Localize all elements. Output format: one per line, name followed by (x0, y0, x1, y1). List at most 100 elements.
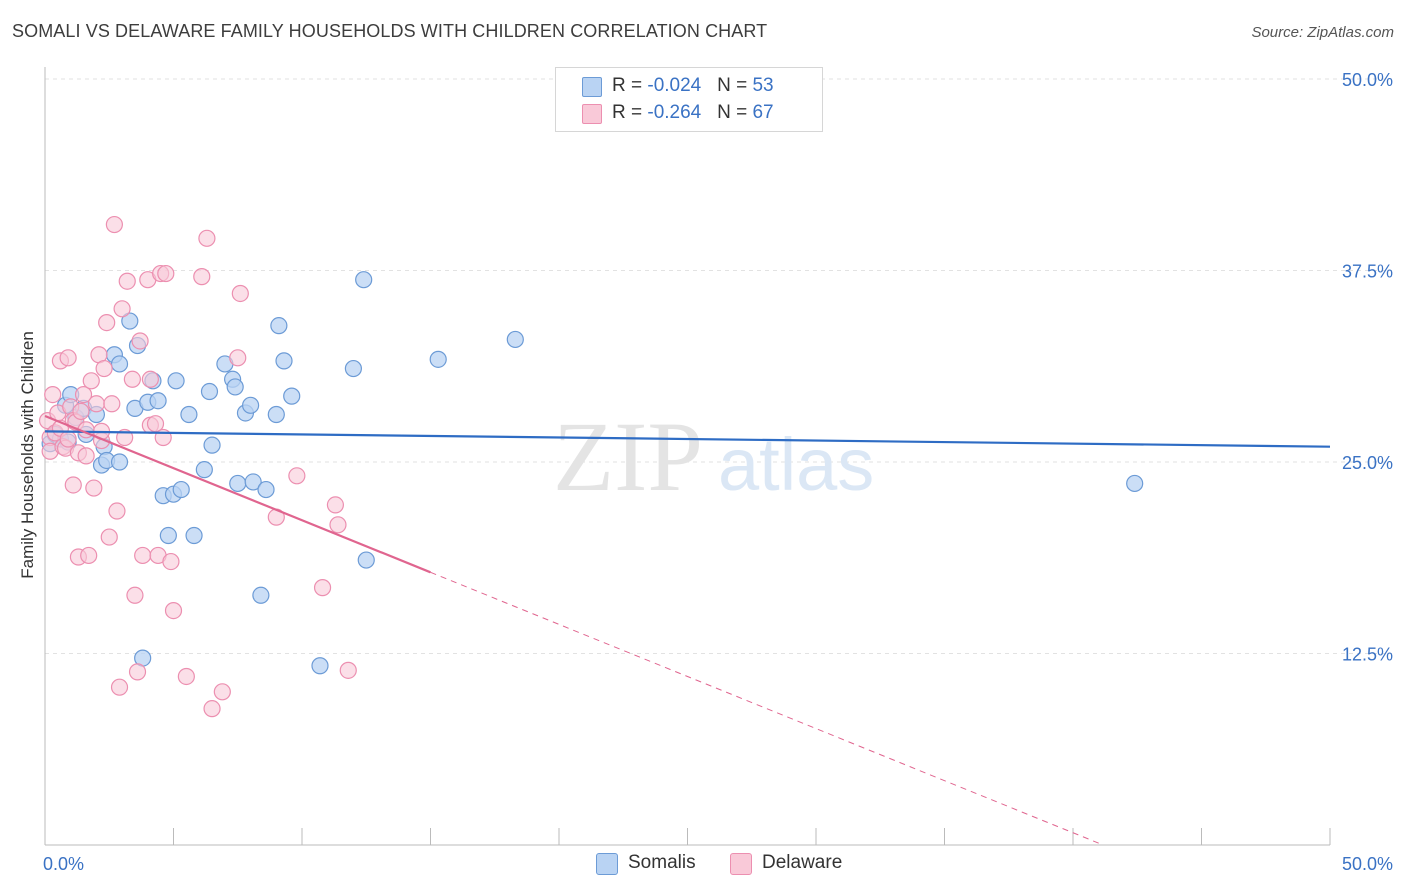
delaware-point (59, 349, 77, 367)
delaware-legend-label: Delaware (762, 852, 843, 873)
watermark-atlas: atlas (718, 423, 874, 506)
delaware-point (213, 683, 231, 701)
somalis-point (252, 586, 270, 604)
somalis-legend-swatch (596, 853, 618, 875)
r-label: R = (612, 75, 648, 96)
delaware-point (134, 546, 152, 565)
somalis-point (267, 405, 285, 424)
delaware-point (113, 300, 131, 318)
chart-title: SOMALI VS DELAWARE FAMILY HOUSEHOLDS WIT… (12, 21, 768, 41)
delaware-point (203, 700, 221, 718)
delaware-point (87, 395, 106, 413)
somalis-point (226, 378, 244, 396)
somalis-point (195, 461, 213, 479)
delaware-legend-swatch (730, 853, 752, 875)
somalis-point (357, 551, 375, 569)
somalis-point (110, 355, 129, 373)
x-tick-label-min: 0.0% (43, 854, 84, 874)
legend-text-delaware: R = -0.264 N = 67 (612, 102, 774, 124)
n-value-somalis: 53 (752, 75, 774, 96)
somalis-point (121, 312, 139, 330)
n-value-delaware: 67 (752, 102, 774, 123)
somalis-point (506, 330, 524, 349)
delaware-point (313, 579, 332, 597)
delaware-point (131, 332, 149, 350)
delaware-point (105, 215, 123, 234)
delaware-point (198, 229, 216, 247)
tick-labels: 12.5% 25.0% 37.5% 50.0% 0.0% 50.0% (43, 70, 1393, 874)
delaware-point (177, 667, 195, 686)
somalis-point (203, 436, 221, 454)
y-axis-label: Family Households with Children (18, 331, 37, 579)
delaware-point (64, 476, 82, 494)
delaware-point (85, 479, 103, 497)
somalis-point (429, 350, 447, 368)
delaware-trend-extension (430, 571, 1104, 846)
delaware-point (126, 586, 144, 604)
somalis-point (1126, 474, 1144, 493)
delaware-point (72, 402, 90, 421)
n-label: N = (717, 75, 753, 96)
delaware-point (44, 385, 62, 404)
somalis-point (355, 271, 373, 289)
somalis-trend-line (44, 430, 1331, 448)
somalis-point (159, 526, 177, 545)
r-value-delaware: -0.264 (647, 102, 702, 123)
delaware-point (329, 516, 347, 534)
delaware-point (193, 268, 211, 286)
delaware-point (141, 370, 159, 388)
y-tick-label: 50.0% (1342, 70, 1393, 90)
delaware-point (288, 467, 306, 485)
delaware-point (103, 395, 121, 413)
somalis-point (344, 359, 362, 378)
delaware-point (100, 528, 118, 546)
delaware-point (110, 678, 129, 696)
delaware-point (229, 349, 247, 367)
delaware-point (162, 552, 180, 571)
delaware-point (80, 546, 98, 565)
stats-legend: R = -0.024 N = 53 R = -0.264 N = 67 (555, 67, 823, 132)
somalis-point (149, 392, 167, 410)
somalis-point (242, 396, 260, 414)
delaware-point (339, 661, 357, 679)
somalis-point (185, 526, 203, 545)
delaware-points (38, 215, 357, 718)
r-label: R = (612, 102, 648, 123)
delaware-point (157, 264, 175, 283)
somalis-point (311, 657, 329, 675)
y-tick-label: 12.5% (1342, 645, 1393, 665)
delaware-point (82, 372, 100, 390)
delaware-point (74, 385, 93, 404)
delaware-point (98, 313, 116, 332)
y-tick-label: 25.0% (1342, 453, 1393, 473)
somalis-point (229, 474, 247, 493)
somalis-point (244, 473, 262, 491)
y-tick-label: 37.5% (1342, 262, 1393, 282)
somalis-point (270, 317, 288, 335)
watermark-zip: ZIP (553, 401, 703, 512)
n-label: N = (717, 102, 753, 123)
somalis-point (167, 372, 185, 390)
delaware-trend-line (44, 415, 431, 574)
r-value-somalis: -0.024 (647, 75, 702, 96)
somalis-point (275, 352, 293, 370)
trend-lines (44, 415, 1331, 846)
delaware-point (118, 272, 136, 290)
legend-text-somalis: R = -0.024 N = 53 (612, 75, 774, 97)
delaware-point (77, 447, 95, 465)
somalis-point (110, 453, 129, 471)
delaware-point (231, 284, 249, 303)
somalis-point (172, 480, 190, 499)
delaware-point (164, 602, 183, 620)
watermark: ZIP atlas (553, 401, 874, 512)
delaware-swatch (582, 104, 602, 124)
grid-lines (45, 78, 1392, 654)
somalis-point (283, 387, 301, 405)
delaware-point (108, 502, 126, 520)
source-credit: Source: ZipAtlas.com (1251, 24, 1394, 41)
x-tick-label-max: 50.0% (1342, 854, 1393, 874)
delaware-point (123, 370, 141, 388)
delaware-point (116, 428, 134, 447)
delaware-point (59, 430, 77, 448)
